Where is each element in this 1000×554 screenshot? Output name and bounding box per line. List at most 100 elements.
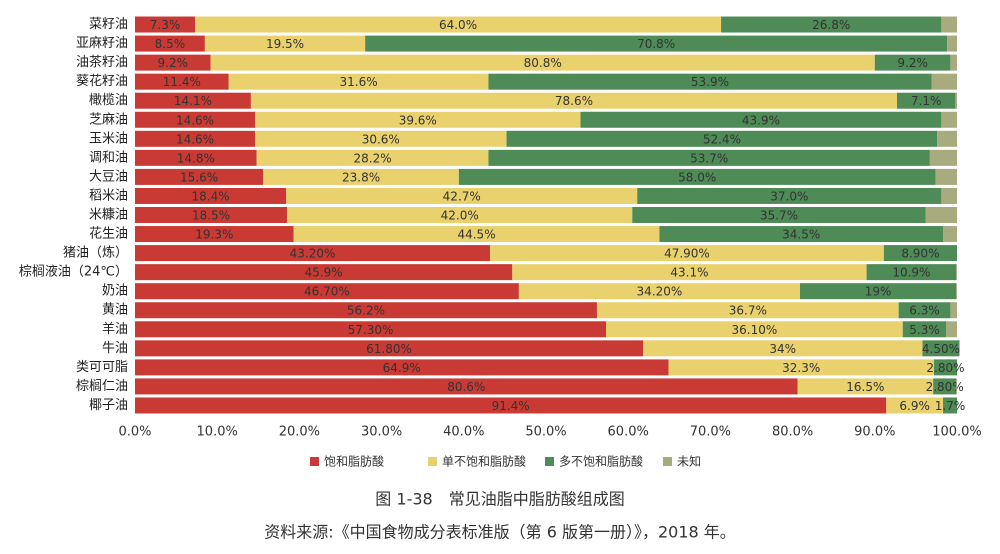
value-label: 64.0% (439, 18, 477, 32)
value-label: 44.5% (457, 228, 495, 242)
bar-segment (931, 73, 957, 90)
category-label: 椰子油 (89, 398, 128, 413)
category-label: 棕榈液油（24℃） (19, 265, 128, 280)
value-label: 58.0% (678, 170, 716, 184)
x-tick-label: 100.0% (932, 425, 982, 440)
bar-segment (458, 168, 936, 185)
bar-segment (935, 168, 957, 185)
x-tick-label: 10.0% (197, 425, 238, 440)
value-label: 2.80% (926, 380, 964, 394)
bar-segment (797, 378, 934, 395)
value-label: 34.5% (782, 228, 820, 242)
bar-segment (950, 302, 957, 319)
bar-segment (135, 283, 519, 300)
legend-swatch (310, 457, 319, 466)
value-label: 52.4% (703, 132, 741, 146)
value-label: 53.9% (691, 75, 729, 89)
x-tick-label: 60.0% (608, 425, 649, 440)
bar-segment (135, 321, 607, 338)
legend-label: 单不饱和脂肪酸 (442, 454, 526, 469)
bar-segment (365, 35, 948, 52)
value-label: 39.6% (399, 113, 437, 127)
value-label: 36.10% (731, 323, 777, 337)
bar-segment (228, 73, 489, 90)
value-label: 43.9% (742, 113, 780, 127)
bar-segment (135, 245, 491, 262)
value-label: 8.5% (155, 37, 186, 51)
value-label: 4.50% (922, 342, 960, 356)
bar-segment (933, 378, 957, 395)
legend-swatch (545, 457, 554, 466)
x-tick-label: 90.0% (854, 425, 895, 440)
x-tick-label: 70.0% (690, 425, 731, 440)
bar-segment (799, 283, 957, 300)
value-label: 6.9% (899, 399, 930, 413)
value-label: 35.7% (760, 209, 798, 223)
value-label: 14.8% (177, 151, 215, 165)
value-label: 46.70% (304, 285, 350, 299)
bar-segment (933, 359, 957, 376)
x-tick-label: 0.0% (118, 425, 151, 440)
value-label: 57.30% (348, 323, 394, 337)
bar-segment (135, 378, 798, 395)
category-label: 棕榈仁油 (76, 379, 128, 394)
value-label: 14.6% (176, 132, 214, 146)
bar-segment (135, 187, 287, 204)
bar-segment (135, 16, 196, 33)
bar-segment (135, 111, 256, 128)
bar-segment (721, 16, 942, 33)
bar-segment (950, 54, 957, 71)
value-label: 53.7% (690, 151, 728, 165)
bar-segment (955, 92, 957, 109)
bar-segment (135, 149, 257, 166)
bar-segment (135, 73, 229, 90)
category-label: 芝麻油 (89, 111, 128, 127)
bar-segment (659, 226, 944, 243)
value-label: 6.3% (909, 304, 940, 318)
bar-segment (255, 111, 581, 128)
value-label: 8.90% (901, 247, 939, 261)
bar-segment (941, 187, 957, 204)
value-label: 16.5% (846, 380, 884, 394)
value-label: 64.9% (383, 361, 421, 375)
value-label: 19.3% (195, 228, 233, 242)
bar-segment (293, 226, 660, 243)
bar-segment (204, 35, 366, 52)
legend-label: 饱和脂肪酸 (324, 454, 384, 469)
value-label: 9.2% (158, 56, 189, 70)
value-label: 26.8% (812, 18, 850, 32)
legend-label: 未知 (677, 455, 701, 469)
bar-segment (668, 359, 934, 376)
value-label: 80.8% (524, 56, 562, 70)
value-label: 78.6% (555, 94, 593, 108)
bar-segment (135, 226, 294, 243)
bar-segment (135, 302, 597, 319)
legend-swatch (428, 457, 437, 466)
category-label: 菜籽油 (89, 17, 128, 32)
bar-segment (135, 397, 887, 414)
value-label: 18.5% (192, 209, 230, 223)
bar-segment (874, 54, 951, 71)
x-tick-label: 80.0% (772, 425, 813, 440)
category-label: 花生油 (89, 226, 128, 242)
category-label: 大豆油 (89, 169, 128, 184)
value-label: 14.1% (174, 94, 212, 108)
category-label: 亚麻籽油 (76, 36, 128, 51)
value-label: 19.5% (266, 37, 304, 51)
bar-segment (896, 92, 956, 109)
bar-segment (287, 207, 633, 223)
bar-segment (580, 111, 942, 128)
bar-segment (642, 340, 923, 357)
value-label: 18.4% (192, 189, 230, 203)
bar-segment (883, 245, 957, 262)
value-label: 14.6% (176, 113, 214, 127)
bar-segment (943, 397, 957, 414)
legend-label: 多不饱和脂肪酸 (559, 454, 643, 469)
value-label: 37.0% (770, 189, 808, 203)
value-label: 28.2% (353, 151, 391, 165)
value-label: 31.6% (340, 75, 378, 89)
bar-segment (956, 283, 957, 300)
bar-segment (956, 264, 957, 281)
bar-segment (941, 16, 957, 33)
bar-segment (135, 207, 288, 223)
